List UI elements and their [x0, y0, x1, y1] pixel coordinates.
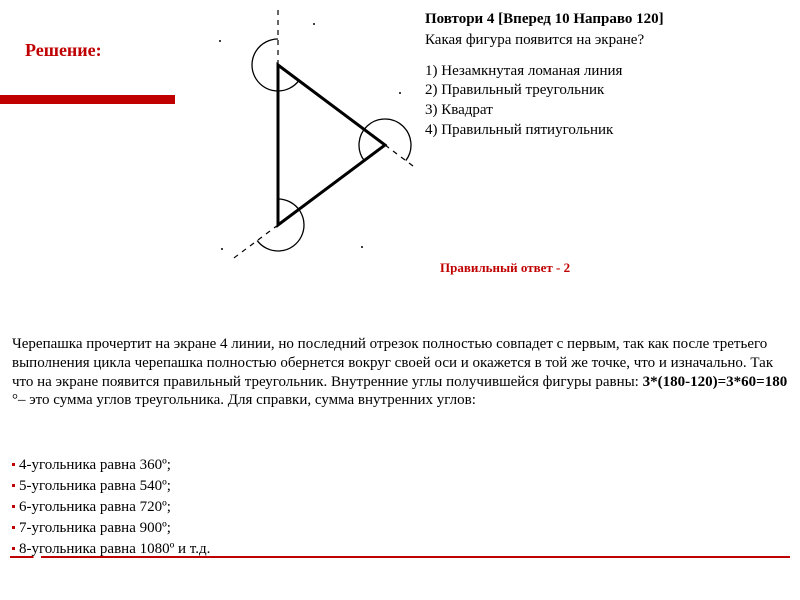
question-option: 3) Квадрат: [425, 101, 795, 120]
solution-label: Решение:: [25, 40, 102, 61]
correct-answer: Правильный ответ - 2: [440, 260, 570, 276]
explanation-calc: 3*(180-120)=3*60=180: [643, 374, 788, 390]
diagram-svg: [190, 5, 415, 295]
bullet-item: 4-угольника равна 360º;: [12, 455, 788, 476]
question-block: Повтори 4 [Вперед 10 Направо 120] Какая …: [425, 10, 795, 141]
question-option: 2) Правильный треугольник: [425, 81, 795, 100]
question-title: Повтори 4 [Вперед 10 Направо 120]: [425, 10, 795, 29]
bullet-item: 7-угольника равна 900º;: [12, 518, 788, 539]
triangle-diagram: [190, 5, 415, 295]
explanation-block: Черепашка прочертит на экране 4 линии, н…: [12, 335, 788, 410]
question-prompt: Какая фигура появится на экране?: [425, 31, 795, 50]
explanation-text-suffix: °– это сумма углов треугольника. Для спр…: [12, 392, 476, 408]
question-option: 4) Правильный пятиугольник: [425, 121, 795, 140]
bullet-item: 5-угольника равна 540º;: [12, 476, 788, 497]
bullet-list: 4-угольника равна 360º; 5-угольника равн…: [12, 455, 788, 560]
bullet-item: 6-угольника равна 720º;: [12, 497, 788, 518]
question-options: 1) Незамкнутая ломаная линия 2) Правильн…: [425, 62, 795, 140]
accent-bar: [0, 95, 175, 104]
question-option: 1) Незамкнутая ломаная линия: [425, 62, 795, 81]
